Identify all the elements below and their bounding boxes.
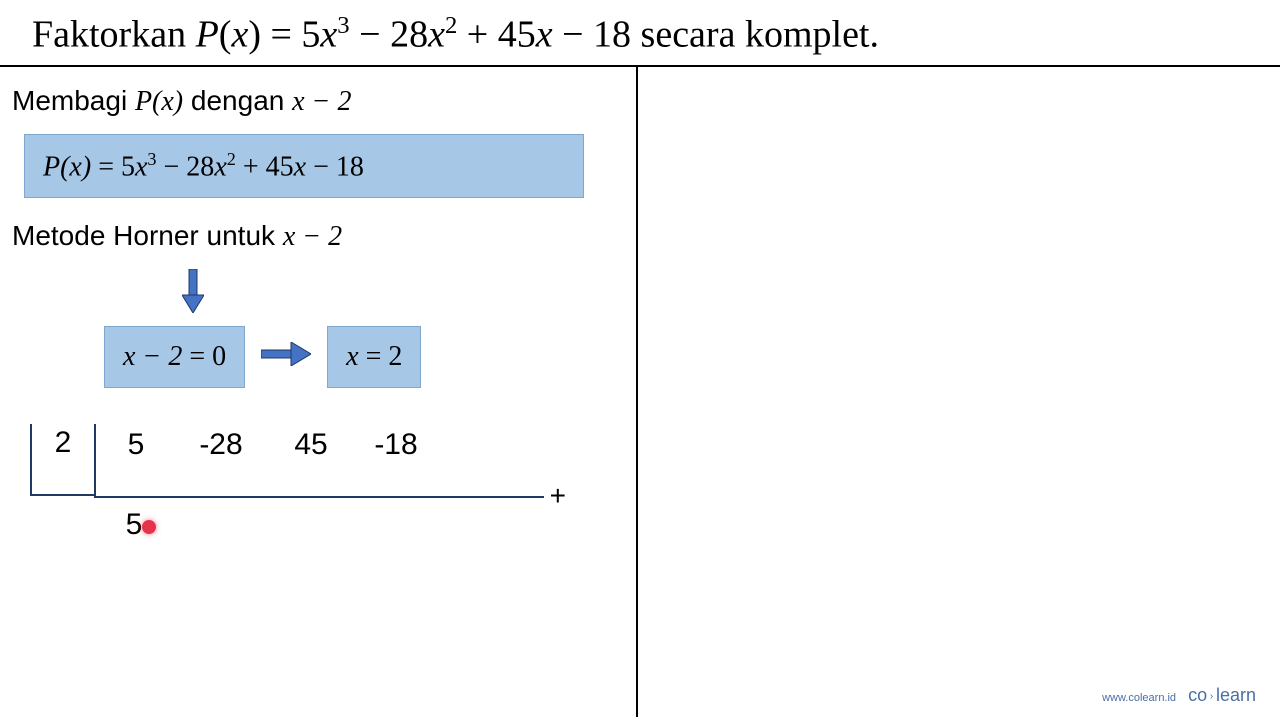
step1-px: P(x) [135,86,183,117]
horner-c0: 5 [96,426,176,462]
page-title: Faktorkan P(x) = 5x3 − 28x2 + 45x − 18 s… [0,0,1280,67]
poly-t3v: x [294,151,306,182]
poly-t1e: 3 [147,149,156,169]
title-pre: Faktorkan [32,14,196,56]
horner-table: 2 5 -28 45 -18 + 5 [30,424,624,542]
horner-r0: 5 [94,506,174,542]
step1-pre: Membagi [12,85,135,116]
horner-c3: -18 [356,426,436,462]
title-eq3: + 45 [457,14,535,56]
title-paren-open: ( [219,14,232,56]
title-var: x [231,14,248,56]
step2-text: Metode Horner untuk x − 2 [12,220,624,253]
brand-a: co [1188,685,1207,705]
horner-c1: -28 [176,426,266,462]
horner-sum-line: + [94,496,544,498]
eq1-lhs: x − 2 [123,341,182,372]
horner-coeffs: 5 -28 45 -18 [94,424,436,496]
step1-text: Membagi P(x) dengan x − 2 [12,85,624,118]
title-eq2: − 28 [350,14,428,56]
horner-section: Metode Horner untuk x − 2 x − 2 = 0 [12,220,624,542]
title-x2: x [428,14,445,56]
eq1-eq: = 0 [182,341,226,372]
poly-lhs: P(x) [43,151,91,182]
step2-divisor: x − 2 [283,221,342,252]
title-exp2: 2 [445,12,457,39]
step1-mid: dengan [183,85,292,116]
step2-pre: Metode Horner untuk [12,220,283,251]
title-func: P [196,14,219,56]
horner-top-row: 2 5 -28 45 -18 [30,424,624,496]
content-area: Membagi P(x) dengan x − 2 P(x) = 5x3 − 2… [0,67,1280,717]
poly-t3: + 45 [236,151,294,182]
title-eq4: − 18 secara komplet. [553,14,879,56]
title-x3: x [536,14,553,56]
polynomial-box: P(x) = 5x3 − 28x2 + 45x − 18 [24,134,584,198]
poly-t2: − 28 [157,151,215,182]
poly-t2v: x [214,151,226,182]
brand-b: learn [1216,685,1256,705]
title-paren-close: ) [248,14,261,56]
title-exp1: 3 [337,12,349,39]
brand-sep: › [1207,691,1216,702]
arrow-right-icon [261,342,311,371]
horner-c2: 45 [266,426,356,462]
footer-url: www.colearn.id [1102,692,1176,704]
eq2-eq: = 2 [359,341,403,372]
poly-t4: − 18 [306,151,364,182]
poly-t2e: 2 [227,149,236,169]
title-x1: x [320,14,337,56]
eq-box-1: x − 2 = 0 [104,326,245,388]
arrow-down-icon [182,269,624,318]
poly-t1c: 5 [121,151,135,182]
horner-root: 2 [30,424,94,496]
title-eq1: = 5 [261,14,320,56]
pointer-dot-icon [142,520,156,534]
left-column: Membagi P(x) dengan x − 2 P(x) = 5x3 − 2… [0,67,638,717]
footer-logo: co › learn [1188,685,1256,706]
horner-result-row: 5 [94,506,624,542]
poly-eq: = [91,151,121,182]
step1-divisor: x − 2 [292,86,351,117]
equation-row: x − 2 = 0 x = 2 [104,326,624,388]
poly-t1v: x [135,151,147,182]
eq2-lhs: x [346,341,358,372]
footer: www.colearn.id co › learn [1102,685,1256,706]
eq-box-2: x = 2 [327,326,421,388]
